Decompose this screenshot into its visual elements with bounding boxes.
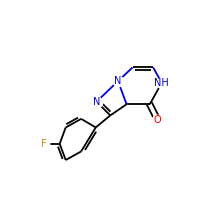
Text: N: N [114,76,122,86]
Text: NH: NH [154,78,169,88]
Text: N: N [93,97,100,107]
Text: F: F [41,139,47,149]
Text: O: O [154,115,161,125]
